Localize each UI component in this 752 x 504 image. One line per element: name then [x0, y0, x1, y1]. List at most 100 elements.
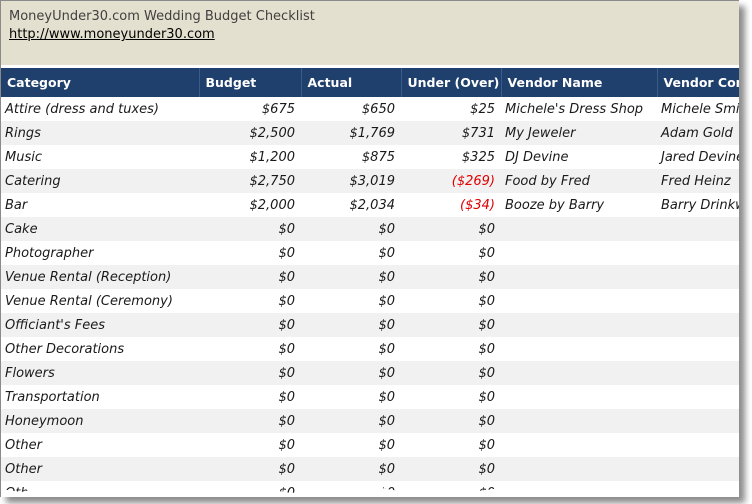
cell-budget[interactable]: $0 [199, 265, 301, 289]
cell-under-over[interactable]: $0 [401, 241, 501, 265]
cell-category[interactable]: Bar [1, 193, 199, 217]
cell-vendor-name[interactable] [501, 457, 657, 481]
cell-budget[interactable]: $0 [199, 313, 301, 337]
cell-vendor-contact[interactable] [657, 361, 739, 385]
cell-budget[interactable]: $0 [199, 433, 301, 457]
cell-vendor-contact[interactable] [657, 289, 739, 313]
cell-category[interactable]: Attire (dress and tuxes) [1, 97, 199, 121]
cell-budget[interactable]: $675 [199, 97, 301, 121]
cell-under-over[interactable]: $0 [401, 385, 501, 409]
cell-vendor-contact[interactable] [657, 313, 739, 337]
cell-actual[interactable]: $1,769 [301, 121, 401, 145]
cell-actual[interactable]: $0 [301, 217, 401, 241]
cell-vendor-name[interactable]: Food by Fred [501, 169, 657, 193]
cell-budget[interactable]: $2,500 [199, 121, 301, 145]
cell-under-over[interactable]: $0 [401, 289, 501, 313]
cell-vendor-contact[interactable] [657, 241, 739, 265]
cell-vendor-name[interactable]: My Jeweler [501, 121, 657, 145]
cell-vendor-contact[interactable]: Adam Gold [657, 121, 739, 145]
cell-vendor-name[interactable] [501, 313, 657, 337]
cell-actual[interactable]: $875 [301, 145, 401, 169]
cell-actual[interactable]: $2,034 [301, 193, 401, 217]
website-link[interactable]: http://www.moneyunder30.com [9, 27, 215, 42]
cell-under-over[interactable]: $0 [401, 361, 501, 385]
cell-vendor-contact[interactable] [657, 385, 739, 409]
cell-actual[interactable]: $0 [301, 385, 401, 409]
cell-budget[interactable]: $0 [199, 385, 301, 409]
cell-budget[interactable]: $0 [199, 361, 301, 385]
cell-budget[interactable]: $2,000 [199, 193, 301, 217]
cell-vendor-name[interactable] [501, 289, 657, 313]
cell-category[interactable]: Rings [1, 121, 199, 145]
cell-actual[interactable]: $0 [301, 433, 401, 457]
cell-under-over[interactable]: ($269) [401, 169, 501, 193]
cell-category[interactable]: Venue Rental (Ceremony) [1, 289, 199, 313]
cell-category[interactable]: Venue Rental (Reception) [1, 265, 199, 289]
cell-vendor-contact[interactable]: Jared Devine [657, 145, 739, 169]
cell-under-over[interactable]: $25 [401, 97, 501, 121]
cell-under-over[interactable]: $0 [401, 457, 501, 481]
cell-vendor-name[interactable] [501, 265, 657, 289]
cell-under-over[interactable]: $325 [401, 145, 501, 169]
column-header-under-over[interactable]: Under (Over) [401, 68, 502, 97]
cell-vendor-contact[interactable]: Fred Heinz [657, 169, 739, 193]
cell-vendor-name[interactable] [501, 337, 657, 361]
cell-category[interactable]: Catering [1, 169, 199, 193]
cell-actual[interactable]: $0 [301, 241, 401, 265]
cell-actual[interactable]: $0 [301, 457, 401, 481]
cell-vendor-name[interactable]: Michele's Dress Shop [501, 97, 657, 121]
cell-under-over[interactable]: $0 [401, 265, 501, 289]
cell-budget[interactable]: $0 [199, 241, 301, 265]
cell-category[interactable]: Honeymoon [1, 409, 199, 433]
cell-under-over[interactable]: $0 [401, 433, 501, 457]
cell-vendor-name[interactable]: Booze by Barry [501, 193, 657, 217]
cell-actual[interactable]: $3,019 [301, 169, 401, 193]
cell-budget[interactable]: $1,200 [199, 145, 301, 169]
cell-budget[interactable]: $0 [199, 289, 301, 313]
cell-budget[interactable]: $0 [199, 337, 301, 361]
cell-budget[interactable]: $2,750 [199, 169, 301, 193]
cell-actual[interactable]: $0 [301, 289, 401, 313]
cell-under-over[interactable]: $0 [401, 337, 501, 361]
cell-vendor-name[interactable] [501, 361, 657, 385]
cell-actual[interactable]: $0 [301, 409, 401, 433]
cell-category[interactable]: Transportation [1, 385, 199, 409]
cell-vendor-name[interactable]: DJ Devine [501, 145, 657, 169]
column-header-vendor-contact[interactable]: Vendor Cont [657, 68, 739, 97]
cell-category[interactable]: Other [1, 457, 199, 481]
column-header-category[interactable]: Category [1, 68, 200, 97]
cell-vendor-contact[interactable] [657, 217, 739, 241]
column-header-vendor-name[interactable]: Vendor Name [501, 68, 658, 97]
cell-budget[interactable]: $0 [199, 409, 301, 433]
cell-actual[interactable]: $0 [301, 337, 401, 361]
cell-under-over[interactable]: $731 [401, 121, 501, 145]
cell-vendor-name[interactable] [501, 409, 657, 433]
column-header-budget[interactable]: Budget [199, 68, 302, 97]
cell-category[interactable]: Music [1, 145, 199, 169]
column-header-actual[interactable]: Actual [301, 68, 402, 97]
cell-actual[interactable]: $0 [301, 361, 401, 385]
cell-vendor-name[interactable] [501, 217, 657, 241]
cell-vendor-name[interactable] [501, 385, 657, 409]
cell-vendor-contact[interactable] [657, 337, 739, 361]
cell-actual[interactable]: $0 [301, 265, 401, 289]
cell-budget[interactable]: $0 [199, 217, 301, 241]
cell-vendor-contact[interactable] [657, 457, 739, 481]
cell-category[interactable]: Officiant's Fees [1, 313, 199, 337]
cell-category[interactable]: Other [1, 433, 199, 457]
cell-category[interactable]: Flowers [1, 361, 199, 385]
cell-actual[interactable]: $650 [301, 97, 401, 121]
cell-category[interactable]: Other Decorations [1, 337, 199, 361]
cell-vendor-contact[interactable]: Barry Drinkw [657, 193, 739, 217]
cell-vendor-name[interactable] [501, 433, 657, 457]
cell-category[interactable]: Photographer [1, 241, 199, 265]
cell-under-over[interactable]: $0 [401, 313, 501, 337]
cell-vendor-contact[interactable] [657, 409, 739, 433]
cell-under-over[interactable]: $0 [401, 217, 501, 241]
cell-actual[interactable]: $0 [301, 313, 401, 337]
cell-vendor-contact[interactable] [657, 433, 739, 457]
cell-vendor-contact[interactable] [657, 265, 739, 289]
cell-budget[interactable]: $0 [199, 457, 301, 481]
cell-vendor-name[interactable] [501, 241, 657, 265]
cell-under-over[interactable]: ($34) [401, 193, 501, 217]
